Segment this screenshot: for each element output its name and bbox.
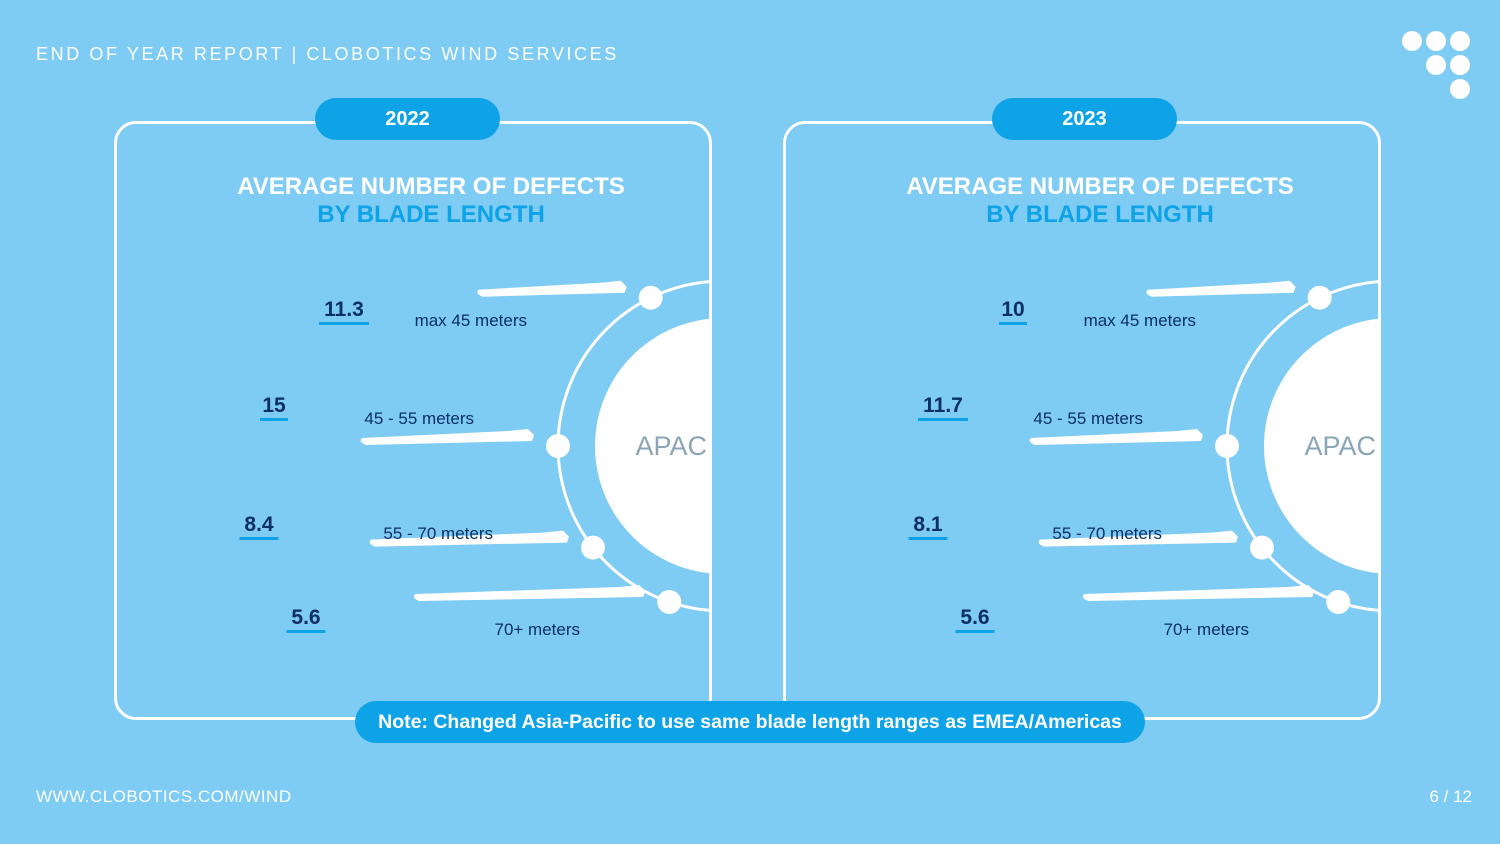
blade-shape xyxy=(413,585,646,602)
category-label: max 45 meters xyxy=(415,311,527,330)
value-label: 11.7 xyxy=(923,394,963,417)
connector-dot xyxy=(1307,285,1332,310)
blade-shape xyxy=(1029,429,1203,445)
value-label: 8.1 xyxy=(913,513,943,536)
value-label: 5.6 xyxy=(960,606,989,629)
year-badge-2022: 2022 xyxy=(315,98,500,140)
chart-title-2022: AVERAGE NUMBER OF DEFECTS BY BLADE LENGT… xyxy=(132,173,730,229)
connector-dot xyxy=(1249,535,1274,560)
value-underline xyxy=(260,418,288,421)
chart-title-main: AVERAGE NUMBER OF DEFECTS xyxy=(237,173,625,200)
blade-shape xyxy=(1038,530,1238,547)
connector-dot xyxy=(546,434,570,458)
page-number: 6 / 12 xyxy=(1429,787,1472,806)
value-label: 8.4 xyxy=(244,513,274,536)
chart-title-2023: AVERAGE NUMBER OF DEFECTS BY BLADE LENGT… xyxy=(801,173,1399,229)
blade-chart-2023: APAC 10 max 45 meters 11.7 45 - 55 meters 8.1… xyxy=(908,280,1378,639)
value-underline xyxy=(955,630,995,633)
category-label: max 45 meters xyxy=(1084,311,1196,330)
footer-url: WWW.CLOBOTICS.COM/WIND xyxy=(36,787,292,806)
value-label: 5.6 xyxy=(291,606,320,629)
category-label: 45 - 55 meters xyxy=(364,409,474,428)
connector-dot xyxy=(580,535,605,560)
value-underline xyxy=(239,537,279,540)
value-label: 11.3 xyxy=(324,298,364,321)
connector-dot xyxy=(1215,434,1239,458)
value-underline xyxy=(908,537,948,540)
category-label: 70+ meters xyxy=(1163,620,1249,639)
connector-dot xyxy=(657,590,682,615)
value-label: 15 xyxy=(262,394,286,417)
blade-chart-2022: APAC 11.3 max 45 meters 15 45 - 55 meters 8.4… xyxy=(239,280,709,639)
chart-panel-2022: APAC 11.3 max 45 meters 15 45 - 55 meters 8.4… xyxy=(114,121,712,720)
chart-panel-2023: APAC 10 max 45 meters 11.7 45 - 55 meters 8.1… xyxy=(783,121,1381,720)
region-disc xyxy=(595,318,709,574)
category-label: 55 - 70 meters xyxy=(1052,524,1162,543)
region-label: APAC xyxy=(1304,431,1376,461)
blade-shape xyxy=(369,530,569,547)
value-underline xyxy=(918,418,968,421)
region-disc xyxy=(1264,318,1378,574)
blade-shape xyxy=(477,280,627,297)
chart-title-sub: BY BLADE LENGTH xyxy=(986,201,1214,228)
blade-shape xyxy=(360,429,534,445)
value-underline xyxy=(999,322,1027,325)
value-underline xyxy=(286,630,326,633)
category-label: 45 - 55 meters xyxy=(1033,409,1143,428)
value-label: 10 xyxy=(1001,298,1024,321)
blade-shape xyxy=(1082,585,1315,602)
category-label: 55 - 70 meters xyxy=(383,524,493,543)
value-underline xyxy=(319,322,369,325)
connector-dot xyxy=(1326,590,1351,615)
chart-title-sub: BY BLADE LENGTH xyxy=(317,201,545,228)
note-banner: Note: Changed Asia-Pacific to use same b… xyxy=(355,701,1145,743)
blade-shape xyxy=(1146,280,1296,297)
year-badge-2023: 2023 xyxy=(992,98,1177,140)
chart-title-main: AVERAGE NUMBER OF DEFECTS xyxy=(906,173,1294,200)
category-label: 70+ meters xyxy=(494,620,580,639)
connector-dot xyxy=(638,285,663,310)
clobotics-logo-icon xyxy=(1402,31,1470,99)
report-header: END OF YEAR REPORT | CLOBOTICS WIND SERV… xyxy=(36,44,619,64)
region-label: APAC xyxy=(635,431,707,461)
